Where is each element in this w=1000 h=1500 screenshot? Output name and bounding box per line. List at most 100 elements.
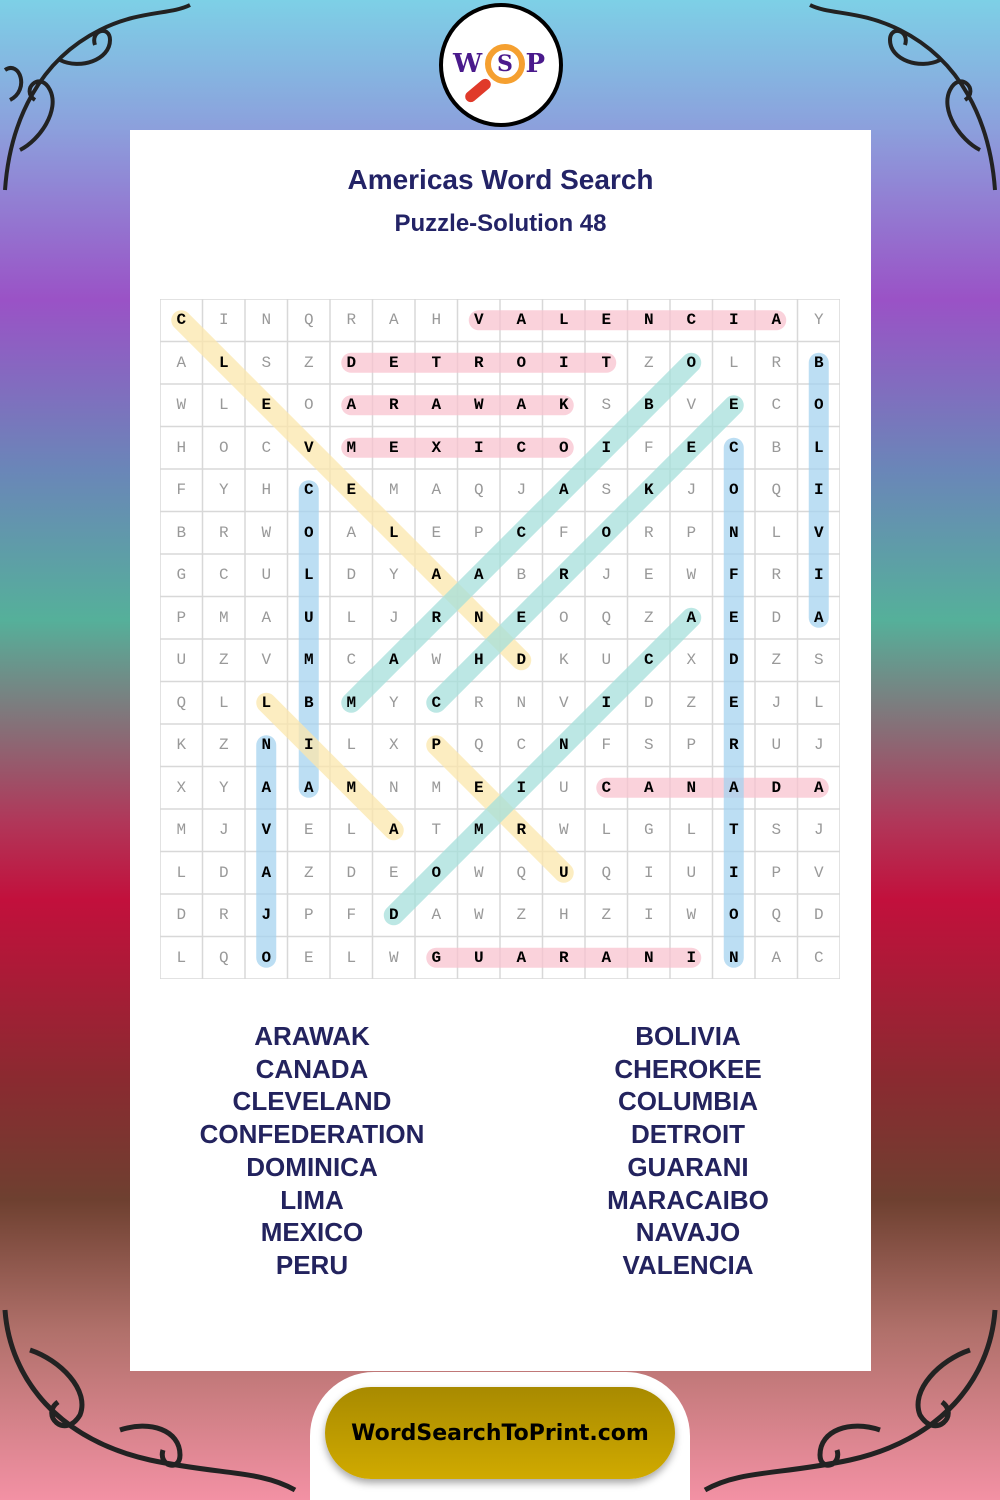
grid-cell: J [813,736,824,755]
grid-cell: S [643,736,654,755]
grid-cell: L [261,693,272,712]
grid-cell: P [431,736,442,755]
grid-cell: B [303,693,314,712]
grid-cell: I [686,948,697,967]
grid-cell: O [601,523,612,542]
grid-cell: Z [771,651,782,670]
site-link-label: WordSearchToPrint.com [351,1420,649,1446]
grid-cell: Z [601,906,612,925]
grid-cell: N [261,736,272,755]
word-list-item: COLUMBIA [617,1086,759,1117]
grid-cell: R [558,948,569,967]
grid-cell: E [303,821,314,840]
grid-cell: N [516,693,527,712]
grid-cell: P [303,906,314,925]
grid-cell: I [473,438,484,457]
word-list-item: CLEVELAND [232,1086,392,1117]
grid-cell: G [643,821,654,840]
grid-cell: J [261,906,272,925]
grid-cell: R [771,566,782,585]
grid-cell: S [261,353,272,372]
grid-cell: S [813,651,824,670]
grid-cell: A [643,778,654,797]
grid-cell: A [813,778,824,797]
ornament-top-right [809,3,997,191]
grid-cell: I [601,693,612,712]
grid-cell: F [643,438,654,457]
grid-cell: A [388,821,399,840]
grid-cell: F [601,736,612,755]
grid-cell: O [558,608,569,627]
highlight-maracaibo [341,352,702,713]
grid-cell: O [218,438,229,457]
grid-cell: A [346,523,357,542]
grid-cell: A [728,778,739,797]
grid-cell: A [473,566,484,585]
grid-cell: D [346,353,357,372]
grid-cell: L [813,438,824,457]
grid-cell: O [516,353,527,372]
grid-cell: A [176,353,187,372]
grid-cell: X [431,438,442,457]
grid-cell: K [176,736,187,755]
grid-cell: M [346,693,357,712]
grid-cell: G [176,566,187,585]
grid-cell: V [303,438,314,457]
grid-cell: O [728,906,739,925]
grid-cell: C [771,396,782,415]
grid-cell: E [473,778,484,797]
grid-cell: W [558,821,569,840]
grid-cell: A [261,608,272,627]
grid-cell: D [346,566,357,585]
grid-cell: U [176,651,187,670]
grid-cell: A [431,481,442,500]
grid-cell: Z [643,608,654,627]
grid-cell: L [218,396,229,415]
grid-cell: I [728,863,739,882]
grid-cell: N [261,311,272,330]
word-list-item: MARACAIBO [607,1184,769,1215]
grid-cell: B [176,523,187,542]
grid-cell: Q [473,736,484,755]
grid-cell: D [771,778,782,797]
grid-cell: A [686,608,697,627]
grid-cell: M [431,778,442,797]
grid-cell: J [516,481,527,500]
grid-cell: V [686,396,697,415]
grid-cell: P [473,523,484,542]
grid-cell: J [686,481,697,500]
grid-cell: R [558,566,569,585]
grid-cell: E [303,948,314,967]
grid-cell: D [346,863,357,882]
grid-cell: M [346,438,357,457]
grid-cell: Z [218,736,229,755]
grid-cell: W [473,906,484,925]
grid-cell: U [473,948,484,967]
grid-cell: U [771,736,782,755]
site-link-button[interactable]: WordSearchToPrint.com [325,1387,675,1479]
grid-cell: T [431,353,442,372]
grid-cell: Q [601,863,612,882]
grid-cell: Z [643,353,654,372]
grid-cell: O [261,948,272,967]
wsp-logo[interactable]: W S P [439,3,563,127]
grid-cell: W [686,566,697,585]
highlight-dominica [383,607,702,926]
word-list-item: BOLIVIA [635,1021,741,1051]
grid-cell: C [261,438,272,457]
magnifier-handle-icon [462,76,494,105]
grid-cell: C [346,651,357,670]
grid-cell: A [601,948,612,967]
grid-cell: C [643,651,654,670]
grid-cell: R [346,311,357,330]
word-list-left: ARAWAK CANADA CLEVELAND CONFEDERATION DO… [162,1020,462,1282]
word-list-item: ARAWAK [254,1021,370,1051]
grid-cell: Z [303,353,314,372]
grid-cell: N [388,778,399,797]
grid-cell: Z [516,906,527,925]
grid-cell: V [813,523,824,542]
grid-cell: O [303,396,314,415]
grid-cell: C [601,778,612,797]
grid-cell: O [303,523,314,542]
grid-cell: W [176,396,187,415]
